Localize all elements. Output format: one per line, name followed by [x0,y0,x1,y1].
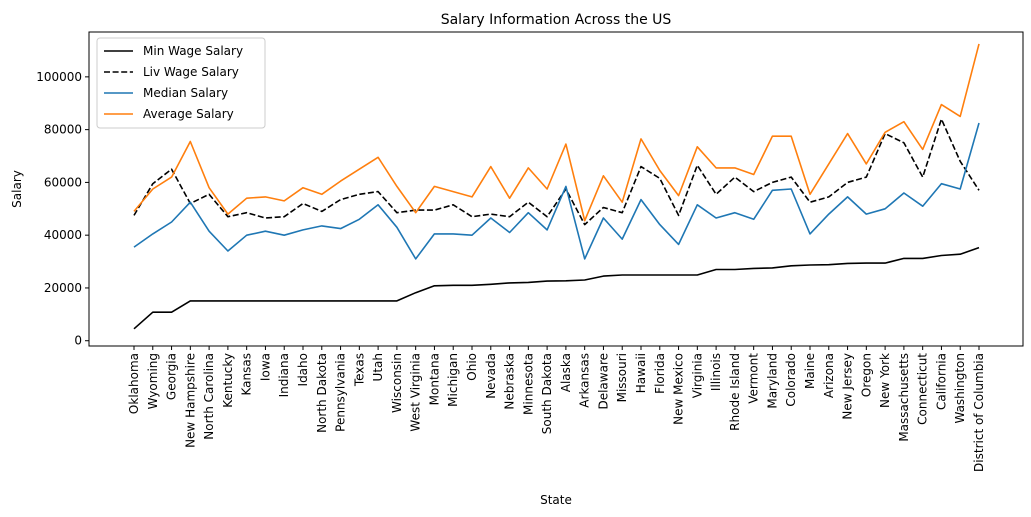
x-tick-label: Texas [352,353,366,387]
x-tick-label: Washington [953,353,967,424]
x-tick-label: Delaware [596,353,610,410]
legend-box [96,37,266,129]
series-line-1 [133,118,980,226]
x-tick-label: New Mexico [672,353,686,425]
x-tick-label: Utah [371,353,385,381]
legend-label: Liv Wage Salary [143,65,239,79]
series-line-3 [133,43,980,222]
x-tick-label: Missouri [615,353,629,402]
x-tick-label: Montana [427,353,441,405]
x-axis-label: State [540,493,572,507]
y-tick-label: 100000 [36,70,82,84]
x-tick-label: Ohio [465,353,479,381]
legend-label: Median Salary [143,86,228,100]
x-tick-label: Oregon [859,353,873,397]
x-tick-label: California [934,353,948,410]
x-tick-label: North Carolina [202,353,216,440]
x-tick-label: Nevada [484,353,498,399]
x-tick-label: North Dakota [315,353,329,433]
y-tick-label: 0 [74,334,82,348]
y-tick-label: 60000 [44,175,82,189]
x-tick-label: Wisconsin [390,353,404,413]
x-axis: Oklahoma Wyoming Georgia New Hampshire North… [127,346,986,472]
x-tick-label: South Dakota [540,353,554,434]
series-line-2 [133,122,980,260]
legend: Min Wage Salary Liv Wage Salary Median Sal… [96,37,266,129]
x-tick-label: Iowa [258,353,272,381]
x-tick-label: Alaska [559,353,573,392]
x-tick-label: Kentucky [221,353,235,408]
x-tick-label: Maine [803,353,817,389]
series-layer [133,43,980,330]
x-tick-label: Wyoming [146,353,160,409]
x-tick-label: Massachusetts [897,353,911,442]
x-tick-label: Michigan [446,353,460,407]
x-tick-label: Nebraska [503,353,517,410]
x-tick-label: Arizona [822,353,836,398]
x-tick-label: Colorado [784,353,798,407]
x-tick-label: Pennsylvania [334,353,348,432]
y-axis-label: Salary [10,170,24,208]
plot-area-frame [88,31,1024,347]
x-tick-label: Arkansas [578,353,592,408]
chart-title: Salary Information Across the US [441,12,672,28]
x-tick-label: District of Columbia [972,353,986,472]
x-tick-label: West Virginia [409,353,423,432]
x-tick-label: Indiana [277,353,291,397]
y-tick-label: 20000 [44,281,82,295]
x-tick-label: New Hampshire [183,353,197,448]
x-tick-label: Vermont [747,353,761,404]
x-tick-label: New Jersey [841,353,855,420]
x-tick-label: New York [878,353,892,408]
x-tick-label: Georgia [165,353,179,400]
x-tick-label: Idaho [296,353,310,386]
x-tick-label: Florida [653,353,667,394]
x-tick-label: Virginia [690,353,704,398]
series-line-0 [133,246,980,330]
x-tick-label: Maryland [765,353,779,409]
y-axis: 0 20000 40000 60000 80000 100000 [36,70,89,348]
y-tick-label: 40000 [44,228,82,242]
x-tick-label: Hawaii [634,353,648,393]
x-tick-label: Kansas [240,353,254,395]
legend-label: Average Salary [143,107,234,121]
x-tick-label: Illinois [709,353,723,391]
legend-label: Min Wage Salary [143,44,243,58]
x-tick-label: Rhode Island [728,353,742,431]
x-tick-label: Oklahoma [127,353,141,414]
x-tick-label: Connecticut [916,353,930,425]
x-tick-label: Minnesota [521,353,535,415]
y-tick-label: 80000 [44,123,82,137]
